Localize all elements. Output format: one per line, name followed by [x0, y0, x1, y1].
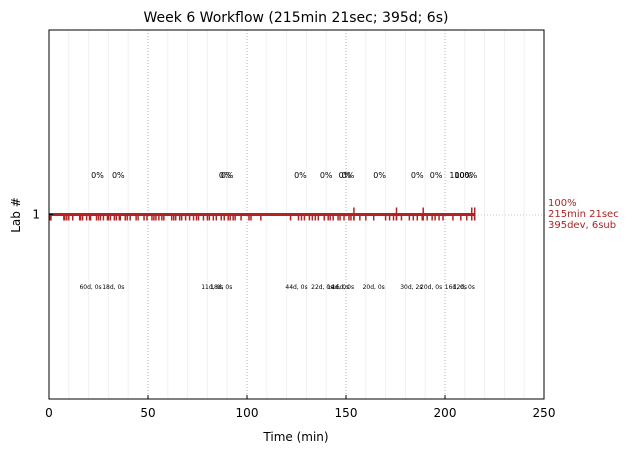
- x-tick-label: 150: [335, 406, 358, 420]
- progress-label: 0%: [294, 171, 307, 180]
- progress-label: 0%: [373, 171, 386, 180]
- x-axis-ticks: 0 50 100 150 200 250: [45, 395, 555, 420]
- submission-label: 20d, 0s: [363, 284, 385, 291]
- progress-label: 100%: [454, 171, 477, 180]
- submission-label: 16d, 0s: [332, 284, 354, 291]
- submission-label: 12d, 0s: [453, 284, 475, 291]
- submission-label: 22d, 0s: [311, 284, 333, 291]
- submission-label: 44d, 0s: [285, 284, 307, 291]
- event-ticks: [49, 207, 476, 221]
- progress-labels: 0% 0% 0%0% 0% 0% 0%0% 0% 0% 0% 100%100%: [91, 171, 477, 180]
- progress-label: 0%: [91, 171, 104, 180]
- submission-label: 14d, 0s: [327, 284, 349, 291]
- submission-label: 20d, 0s: [420, 284, 442, 291]
- y-axis-ticks: 1: [32, 208, 53, 222]
- y-tick-label: 1: [32, 208, 40, 222]
- progress-label: 0%: [339, 171, 352, 180]
- progress-label: 0%: [219, 171, 232, 180]
- progress-label: 0%: [411, 171, 424, 180]
- progress-label: 0%: [430, 171, 443, 180]
- chart-title: Week 6 Workflow (215min 21sec; 395d; 6s): [144, 10, 449, 26]
- submission-label: 18d, 0s: [210, 284, 232, 291]
- submission-label: 60d, 0s: [79, 284, 101, 291]
- end-label-line: 100%: [548, 198, 577, 209]
- progress-label: 0%: [221, 171, 234, 180]
- x-tick-label: 100: [236, 406, 259, 420]
- progress-label: 100%: [449, 171, 472, 180]
- y-axis-label: Lab #: [9, 197, 23, 233]
- submission-label: 16d, 0s: [445, 284, 467, 291]
- progress-label: 0%: [342, 171, 355, 180]
- submission-label: 30d, 2s: [400, 284, 422, 291]
- submission-label: 18d, 0s: [102, 284, 124, 291]
- end-label-line: 215min 21sec: [548, 209, 619, 220]
- progress-label: 0%: [320, 171, 333, 180]
- progress-label: 0%: [112, 171, 125, 180]
- x-tick-label: 250: [533, 406, 556, 420]
- end-label-line: 395dev, 6sub: [548, 220, 616, 231]
- x-tick-label: 0: [45, 406, 53, 420]
- submission-label: 11d, 0s: [201, 284, 223, 291]
- x-tick-label: 200: [434, 406, 457, 420]
- x-axis-label: Time (min): [262, 430, 328, 444]
- x-tick-label: 50: [140, 406, 155, 420]
